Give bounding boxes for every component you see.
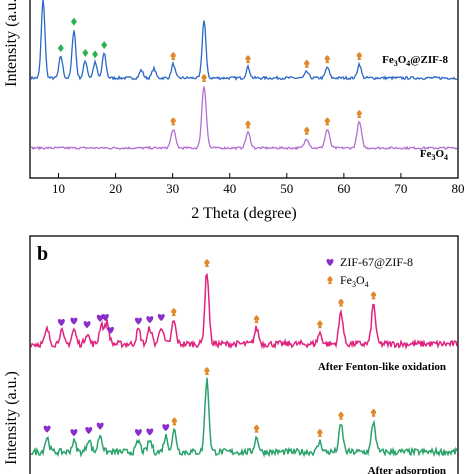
heart-marker <box>106 326 114 334</box>
heart-marker <box>96 314 104 322</box>
spade-marker <box>324 117 330 126</box>
diamond-marker <box>92 50 99 59</box>
heart-marker <box>83 321 91 329</box>
heart-marker <box>101 314 109 322</box>
spade-marker <box>370 291 377 300</box>
heart-marker <box>43 425 51 433</box>
spade-marker <box>171 307 177 316</box>
panel-a: 10 20 30 40 50 60 70 80 Intensity (a.u.) 2 Thet… <box>3 0 465 222</box>
panel-b-markers <box>43 259 377 437</box>
diamond-marker <box>101 41 108 50</box>
heart-marker <box>70 429 78 437</box>
panel-b-plot-frame <box>29 235 459 474</box>
x-tick-label: 20 <box>109 181 122 196</box>
x-tick-label: 70 <box>394 181 407 196</box>
spade-marker <box>370 408 377 417</box>
spade-marker <box>204 259 210 267</box>
label-fe3o4-zif8: Fe3O4@ZIF-8 <box>382 54 448 68</box>
heart-marker <box>162 424 170 432</box>
spade-marker <box>171 417 178 426</box>
panel-a-y-axis-title: Intensity (a.u.) <box>3 0 20 87</box>
spade-marker <box>356 109 362 118</box>
panel-a-series <box>30 0 458 151</box>
heart-marker <box>157 313 165 321</box>
diamond-marker <box>57 44 64 53</box>
diamond-marker <box>70 17 77 26</box>
x-tick-label: 40 <box>223 181 236 196</box>
heart-marker <box>146 428 154 436</box>
x-tick-label: 10 <box>52 181 65 196</box>
spade-marker <box>317 320 323 329</box>
panel-b-y-axis-title: Intensity (a.u.) <box>3 371 20 465</box>
spade-marker <box>304 126 310 135</box>
panel-b-letter: b <box>37 243 48 265</box>
series-line-fe3o4-zif8 <box>30 0 458 81</box>
spade-marker <box>201 74 207 82</box>
label-after-adsorption: After adsorption <box>368 465 446 474</box>
legend-label-zif: ZIF-67@ZIF-8 <box>340 255 413 269</box>
heart-marker <box>96 422 104 430</box>
panel-a-markers <box>57 17 362 135</box>
legend-spade-symbol <box>327 276 333 284</box>
panel-a-x-axis-title: 2 Theta (degree) <box>191 205 296 222</box>
heart-marker <box>57 319 65 327</box>
spade-marker <box>253 424 260 433</box>
series-line-after-adsorption <box>30 377 458 458</box>
panel-b-series <box>30 272 458 458</box>
spade-marker <box>324 55 330 64</box>
panel-a-x-ticks: 10 20 30 40 50 60 70 80 <box>52 173 465 196</box>
spade-marker <box>245 55 251 64</box>
legend-heart-symbol <box>326 258 334 266</box>
spade-marker <box>253 315 260 324</box>
legend: ZIF-67@ZIF-8 Fe3O4 <box>326 255 413 289</box>
heart-marker <box>70 317 78 325</box>
heart-marker <box>134 317 142 325</box>
heart-marker <box>85 427 93 435</box>
spade-marker <box>170 117 176 126</box>
spade-marker <box>338 298 344 307</box>
heart-marker <box>134 429 142 437</box>
legend-spade-icon <box>327 276 333 284</box>
spade-marker <box>338 411 344 420</box>
heart-marker <box>146 316 154 324</box>
x-tick-label: 30 <box>166 181 179 196</box>
series-line-fe3o4 <box>30 86 458 151</box>
x-tick-label: 80 <box>452 181 465 196</box>
label-fe3o4: Fe3O4 <box>420 148 448 162</box>
spade-marker <box>304 59 310 68</box>
spade-marker <box>317 428 323 437</box>
panel-a-plot-frame <box>29 0 459 179</box>
panel-b: b Intensity (a.u.) After Fenton-like oxi… <box>3 235 459 474</box>
spade-marker <box>245 120 251 129</box>
spade-marker <box>170 51 176 60</box>
spade-marker <box>356 51 362 60</box>
label-after-fenton: After Fenton-like oxidation <box>318 361 446 373</box>
x-tick-label: 60 <box>337 181 350 196</box>
diamond-marker <box>82 48 89 57</box>
series-line-after-fenton <box>30 272 458 351</box>
spade-marker <box>204 367 210 375</box>
legend-heart-icon <box>326 258 334 266</box>
legend-label-fe3o4: Fe3O4 <box>340 273 369 289</box>
x-tick-label: 50 <box>280 181 293 196</box>
